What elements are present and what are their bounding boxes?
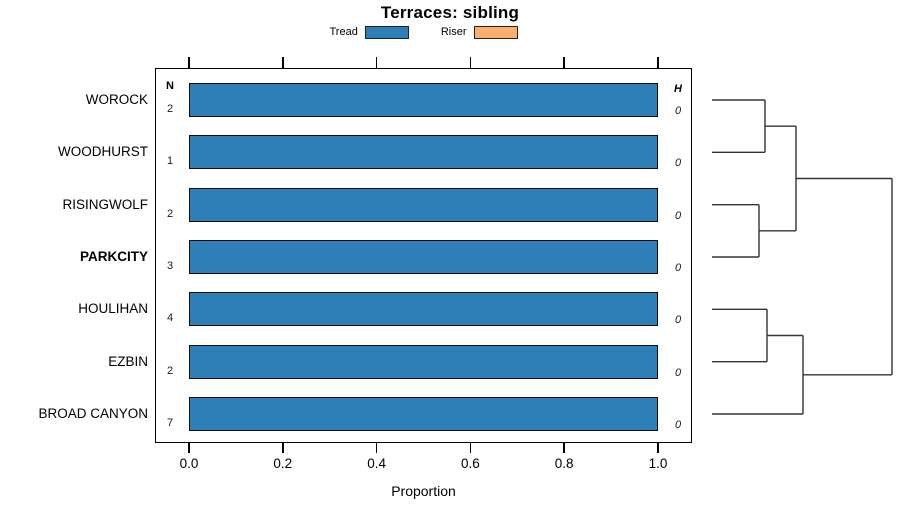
- legend: Tread Riser: [155, 24, 692, 40]
- tread-bar-segment: [189, 292, 658, 326]
- n-column-header: N: [166, 80, 174, 92]
- legend-swatch-riser: [473, 25, 518, 39]
- tread-bar-segment: [189, 83, 658, 117]
- h-column-header: H: [674, 83, 682, 95]
- x-tick-mark: [469, 57, 472, 68]
- bar-track: [189, 188, 658, 222]
- h-value: 0: [674, 157, 682, 169]
- category-label: BROAD CANYON: [38, 406, 148, 421]
- x-tick-mark: [375, 57, 378, 68]
- x-tick-label: 1.0: [648, 456, 668, 471]
- n-value: 2: [166, 365, 174, 377]
- x-tick-mark: [563, 57, 565, 68]
- x-tick-mark: [282, 57, 284, 68]
- x-tick-mark: [188, 57, 190, 68]
- h-value: 0: [674, 367, 682, 379]
- tread-bar-segment: [189, 135, 658, 169]
- category-label: HOULIHAN: [78, 301, 148, 316]
- category-label: WOODHURST: [58, 144, 148, 159]
- tread-bar-segment: [189, 240, 658, 274]
- tread-bar-segment: [189, 397, 658, 431]
- legend-label-riser: Riser: [440, 26, 467, 38]
- x-tick-mark: [563, 443, 565, 453]
- legend-item-riser: Riser: [441, 25, 518, 39]
- bar-track: [189, 345, 658, 379]
- h-value: 0: [674, 210, 682, 222]
- x-tick-mark: [469, 443, 472, 453]
- category-label: WOROCK: [85, 92, 148, 107]
- legend-item-tread: Tread: [330, 25, 409, 39]
- chart-title: Terraces: sibling: [380, 3, 520, 22]
- category-label: EZBIN: [108, 354, 148, 369]
- x-tick-label: 0.6: [461, 456, 480, 471]
- n-value: 3: [166, 260, 174, 272]
- h-value: 0: [674, 314, 682, 326]
- x-tick-label: 0.0: [179, 456, 199, 471]
- bar-track: [189, 83, 658, 117]
- h-value: 0: [674, 419, 682, 431]
- n-value: 2: [166, 103, 174, 115]
- x-tick-mark: [188, 443, 190, 453]
- h-value: 0: [674, 105, 682, 117]
- n-value: 1: [166, 155, 174, 167]
- bar-track: [189, 135, 658, 169]
- bar-track: [189, 397, 658, 431]
- x-tick-mark: [375, 443, 378, 453]
- category-label: RISINGWOLF: [62, 197, 148, 212]
- n-value: 4: [166, 312, 174, 324]
- x-tick-mark: [282, 443, 284, 453]
- x-tick-mark: [657, 57, 659, 68]
- x-tick-label: 0.2: [273, 456, 293, 471]
- h-value: 0: [674, 262, 682, 274]
- n-value: 2: [166, 208, 174, 220]
- x-tick-label: 0.8: [554, 456, 574, 471]
- tread-bar-segment: [189, 188, 658, 222]
- bar-track: [189, 292, 658, 326]
- n-value: 7: [166, 417, 174, 429]
- x-axis-title: Proportion: [391, 483, 456, 499]
- x-tick-label: 0.4: [367, 456, 386, 471]
- tread-bar-segment: [189, 345, 658, 379]
- x-tick-mark: [657, 443, 659, 453]
- legend-swatch-tread: [364, 25, 409, 39]
- legend-label-tread: Tread: [329, 26, 358, 38]
- category-label: PARKCITY: [79, 249, 148, 264]
- bar-track: [189, 240, 658, 274]
